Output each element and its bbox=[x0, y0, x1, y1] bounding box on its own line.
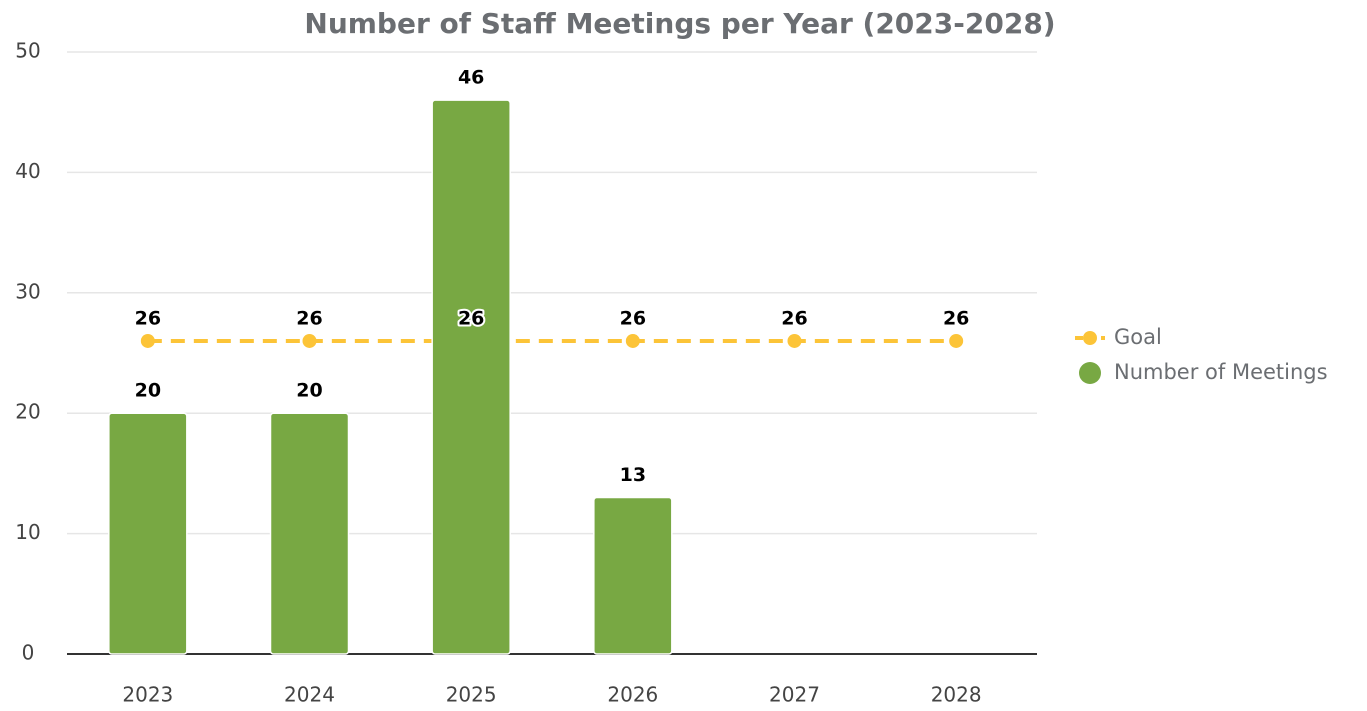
x-tick-label: 2023 bbox=[122, 683, 173, 707]
data-label: 26 bbox=[620, 307, 646, 329]
legend-label: Number of Meetings bbox=[1114, 360, 1328, 384]
y-tick-label: 30 bbox=[15, 279, 40, 303]
data-label: 26 bbox=[458, 307, 484, 329]
legend-swatch bbox=[1079, 362, 1101, 384]
x-tick-label: 2026 bbox=[607, 683, 658, 707]
bar bbox=[269, 412, 350, 655]
goal-point bbox=[140, 333, 155, 348]
y-tick-label: 10 bbox=[15, 520, 40, 544]
data-label: 20 bbox=[135, 380, 161, 402]
y-tick-label: 20 bbox=[15, 400, 40, 424]
y-tick-label: 40 bbox=[15, 159, 40, 183]
y-tick-label: 50 bbox=[15, 39, 40, 63]
legend-swatch bbox=[1083, 331, 1097, 345]
x-tick-label: 2028 bbox=[931, 683, 982, 707]
goal-point bbox=[949, 333, 964, 348]
data-label: 20 bbox=[296, 380, 322, 402]
bar bbox=[108, 412, 188, 655]
y-tick-label: 0 bbox=[22, 641, 35, 665]
data-label: 26 bbox=[943, 307, 969, 329]
data-label: 13 bbox=[620, 464, 646, 486]
data-label: 46 bbox=[458, 67, 484, 89]
goal-point bbox=[625, 333, 640, 348]
data-label: 26 bbox=[135, 307, 161, 329]
x-tick-label: 2027 bbox=[769, 683, 820, 707]
bar bbox=[431, 99, 511, 655]
data-label: 26 bbox=[781, 307, 807, 329]
goal-point bbox=[302, 333, 317, 348]
x-tick-label: 2024 bbox=[284, 683, 335, 707]
data-label: 26 bbox=[296, 307, 322, 329]
legend-label: Goal bbox=[1114, 325, 1162, 349]
goal-point bbox=[787, 333, 802, 348]
chart-title: Number of Staff Meetings per Year (2023-… bbox=[304, 7, 1055, 40]
bar bbox=[593, 496, 673, 655]
x-tick-label: 2025 bbox=[446, 683, 497, 707]
